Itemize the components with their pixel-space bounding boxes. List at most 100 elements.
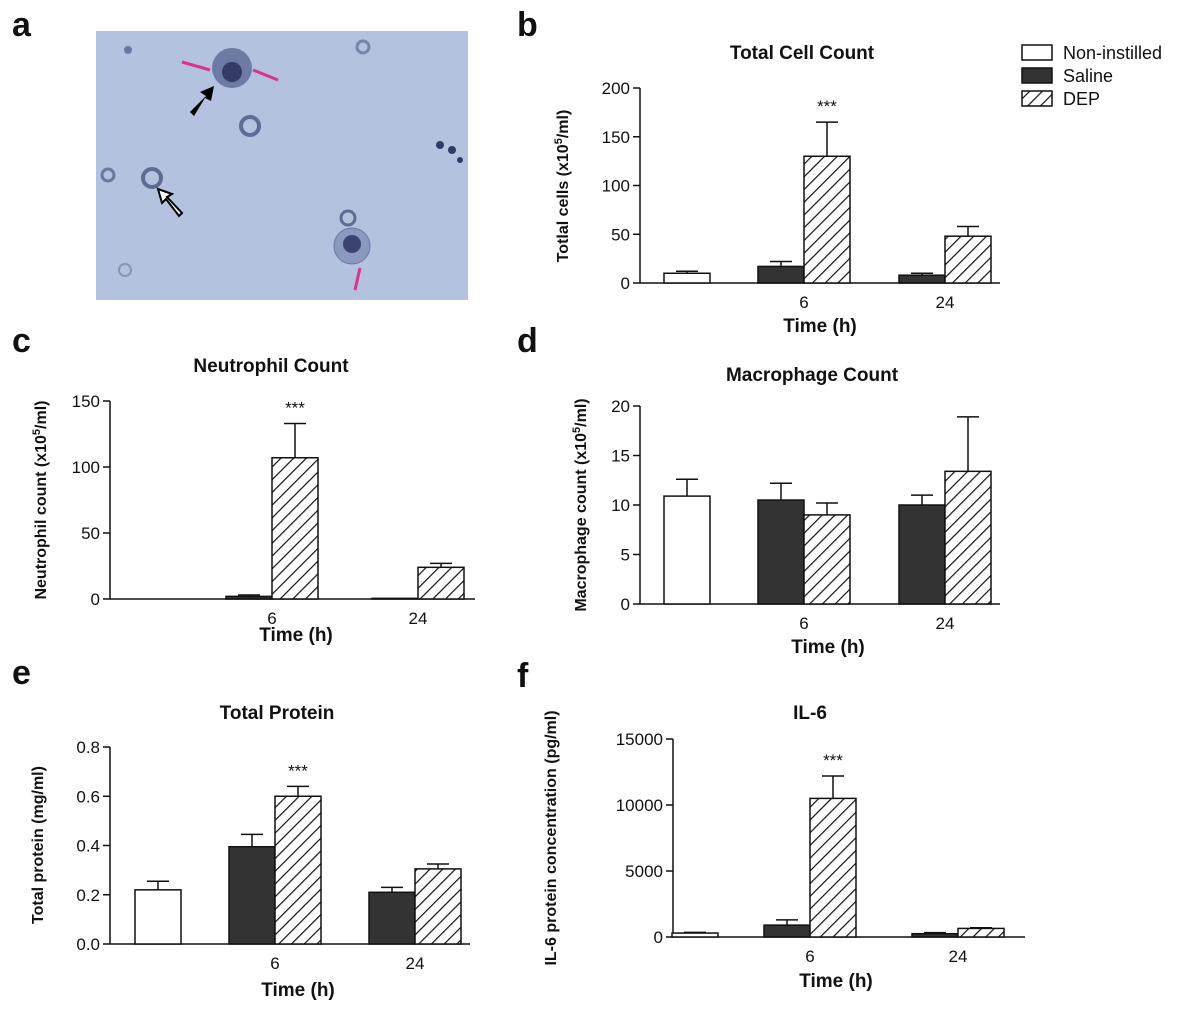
chart-title: IL-6	[793, 703, 827, 724]
y-tick-label: 150	[72, 392, 100, 411]
panel-letter: a	[12, 6, 32, 44]
bar	[663, 495, 711, 605]
chart-title: Total Cell Count	[730, 43, 875, 64]
y-tick-label: 0.6	[76, 787, 100, 806]
y-tick-label: 100	[72, 458, 100, 477]
y-tick-label: 0.0	[76, 935, 100, 954]
y-tick-label: 0.4	[76, 837, 100, 856]
y-tick-label: 0	[654, 928, 663, 947]
y-tick-label: 20	[611, 397, 630, 416]
legend-swatch	[1021, 90, 1053, 107]
y-axis-label-part: Total protein (mg/ml)	[30, 766, 47, 924]
y-tick-label: 50	[611, 225, 630, 244]
y-tick-label: 5	[621, 546, 630, 565]
chart-title: Neutrophil Count	[193, 356, 349, 377]
x-axis-label: Time (h)	[791, 637, 865, 658]
y-tick-label: 50	[81, 524, 100, 543]
bar	[944, 235, 992, 284]
y-axis-label-part: /ml)	[33, 400, 50, 428]
bar	[274, 795, 322, 945]
y-tick-label: 0.2	[76, 886, 100, 905]
significance: ***	[288, 761, 308, 780]
y-axis-label-part: 5	[31, 429, 43, 435]
panel-letter: b	[517, 6, 538, 44]
y-tick-label: 5000	[625, 862, 663, 881]
y-tick-label: 0	[91, 590, 100, 609]
y-axis-label-part: Macrophage count (x10	[573, 433, 590, 612]
bar	[757, 499, 805, 605]
x-axis-label: Time (h)	[783, 316, 857, 337]
bar	[271, 457, 319, 600]
panel-letter: f	[517, 657, 529, 695]
legend-label: Non-instilled	[1063, 43, 1162, 63]
bar	[134, 889, 182, 945]
y-tick-label: 15	[611, 447, 630, 466]
bar	[414, 868, 462, 945]
bar	[898, 274, 946, 284]
y-tick-label: 100	[602, 177, 630, 196]
legend-label: Saline	[1063, 66, 1113, 86]
y-tick-label: 150	[602, 128, 630, 147]
significance: ***	[285, 398, 305, 417]
bar	[225, 595, 273, 600]
x-tick-label: 24	[406, 954, 425, 973]
y-axis-label-part: 5	[571, 427, 583, 433]
bar	[228, 845, 276, 945]
bar	[371, 597, 419, 600]
y-axis-label: Macrophage count (x105/ml)	[571, 398, 590, 611]
x-tick-label: 24	[936, 293, 955, 312]
bar	[944, 470, 992, 605]
y-axis-label-part: /ml)	[555, 110, 572, 138]
y-tick-label: 10000	[616, 796, 663, 815]
bar	[898, 504, 946, 605]
bar	[671, 932, 719, 938]
legend-swatch	[1021, 67, 1053, 84]
x-tick-label: 24	[936, 614, 955, 633]
x-tick-label: 6	[270, 954, 279, 973]
bar	[803, 514, 851, 605]
y-tick-label: 0	[621, 274, 630, 293]
x-tick-label: 24	[949, 947, 968, 966]
y-axis-label-part: Neutrophil count (x10	[33, 435, 50, 600]
x-axis-label: Time (h)	[261, 980, 335, 1001]
significance: ***	[823, 751, 843, 770]
panel-letter: e	[12, 654, 31, 692]
y-tick-label: 10	[611, 496, 630, 515]
chart-title: Macrophage Count	[726, 365, 899, 386]
bar	[803, 155, 851, 284]
y-tick-label: 0	[621, 595, 630, 614]
micrograph	[96, 31, 468, 300]
y-axis-label: Totlal cells (x105/ml)	[553, 110, 572, 263]
y-axis-label: IL-6 protein concentration (pg/ml)	[543, 710, 560, 965]
y-axis-label: Neutrophil count (x105/ml)	[31, 400, 50, 599]
x-tick-label: 6	[267, 609, 276, 628]
legend-swatch	[1021, 44, 1053, 61]
y-axis-label-part: 5	[553, 138, 565, 144]
chart-title: Total Protein	[220, 703, 335, 724]
bar	[763, 924, 811, 938]
x-axis-label: Time (h)	[799, 971, 873, 992]
panel-letter: d	[517, 322, 538, 360]
bar	[417, 566, 465, 600]
panel-letter: c	[12, 322, 31, 360]
bar	[368, 891, 416, 945]
y-axis-label-part: IL-6 protein concentration (pg/ml)	[543, 710, 560, 965]
x-tick-label: 6	[799, 614, 808, 633]
y-axis-label: Total protein (mg/ml)	[30, 766, 47, 924]
bar	[809, 797, 857, 938]
bar	[957, 927, 1005, 938]
bar	[911, 932, 959, 938]
y-tick-label: 15000	[616, 730, 663, 749]
significance: ***	[817, 97, 837, 116]
bar	[663, 272, 711, 284]
legend-label: DEP	[1063, 89, 1100, 109]
x-axis-label: Time (h)	[259, 625, 333, 646]
bar	[757, 265, 805, 284]
y-axis-label-part: /ml)	[573, 398, 590, 426]
y-tick-label: 200	[602, 79, 630, 98]
x-tick-label: 6	[799, 293, 808, 312]
x-tick-label: 24	[409, 609, 428, 628]
y-tick-label: 0.8	[76, 738, 100, 757]
y-axis-label-part: Totlal cells (x10	[555, 144, 572, 262]
